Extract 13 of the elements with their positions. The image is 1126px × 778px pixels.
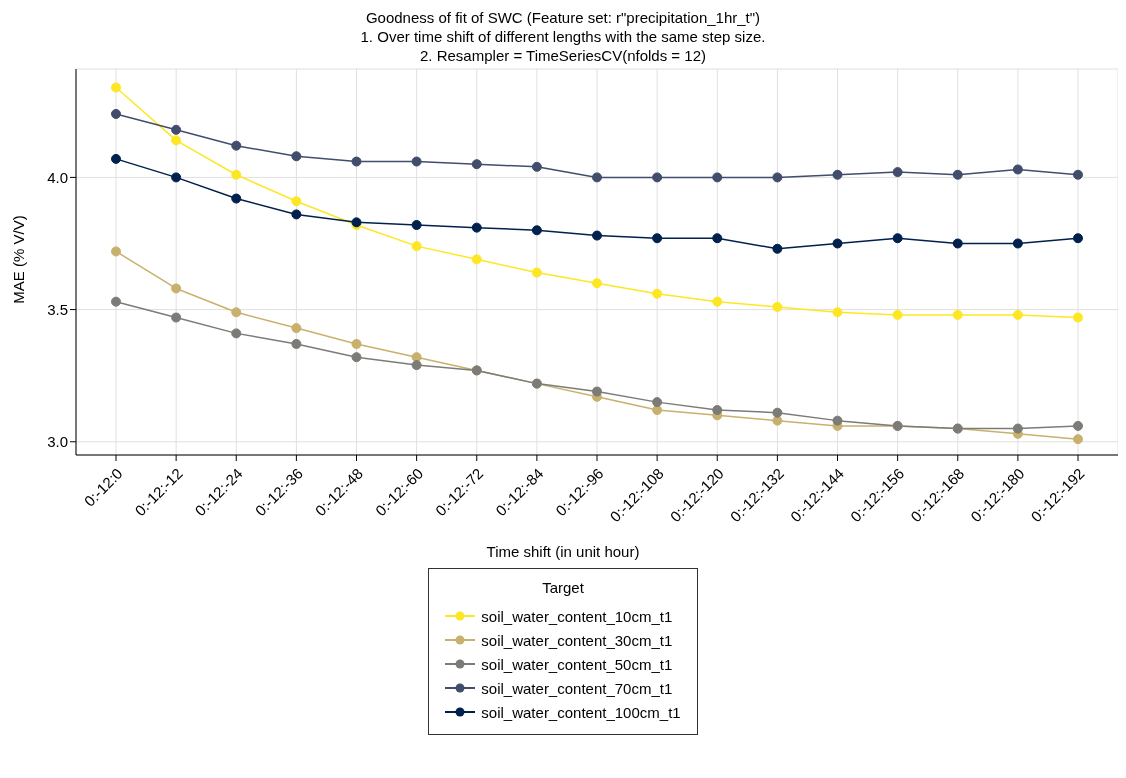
legend-label: soil_water_content_100cm_t1 bbox=[481, 703, 681, 721]
x-axis-title: Time shift (in unit hour) bbox=[485, 543, 641, 560]
y-tick-label: 3.0 bbox=[47, 433, 68, 451]
legend-label: soil_water_content_30cm_t1 bbox=[481, 631, 673, 649]
legend-title: Target bbox=[541, 579, 585, 596]
chart-title: Goodness of fit of SWC (Feature set: r"precipitation_1hr_t") bbox=[364, 8, 762, 27]
y-axis-title: MAE (% V/V) bbox=[9, 214, 27, 304]
legend-label: soil_water_content_50cm_t1 bbox=[481, 655, 673, 673]
chart-subtitle: 1. Over time shift of different lengths with the same step size. 2. Resampler = TimeSeriesCV(nfolds = 12) bbox=[359, 27, 767, 65]
y-tick-label: 3.5 bbox=[47, 300, 68, 318]
legend-label: soil_water_content_70cm_t1 bbox=[481, 679, 673, 697]
legend-label: soil_water_content_10cm_t1 bbox=[481, 607, 673, 625]
y-tick-label: 4.0 bbox=[47, 168, 68, 186]
